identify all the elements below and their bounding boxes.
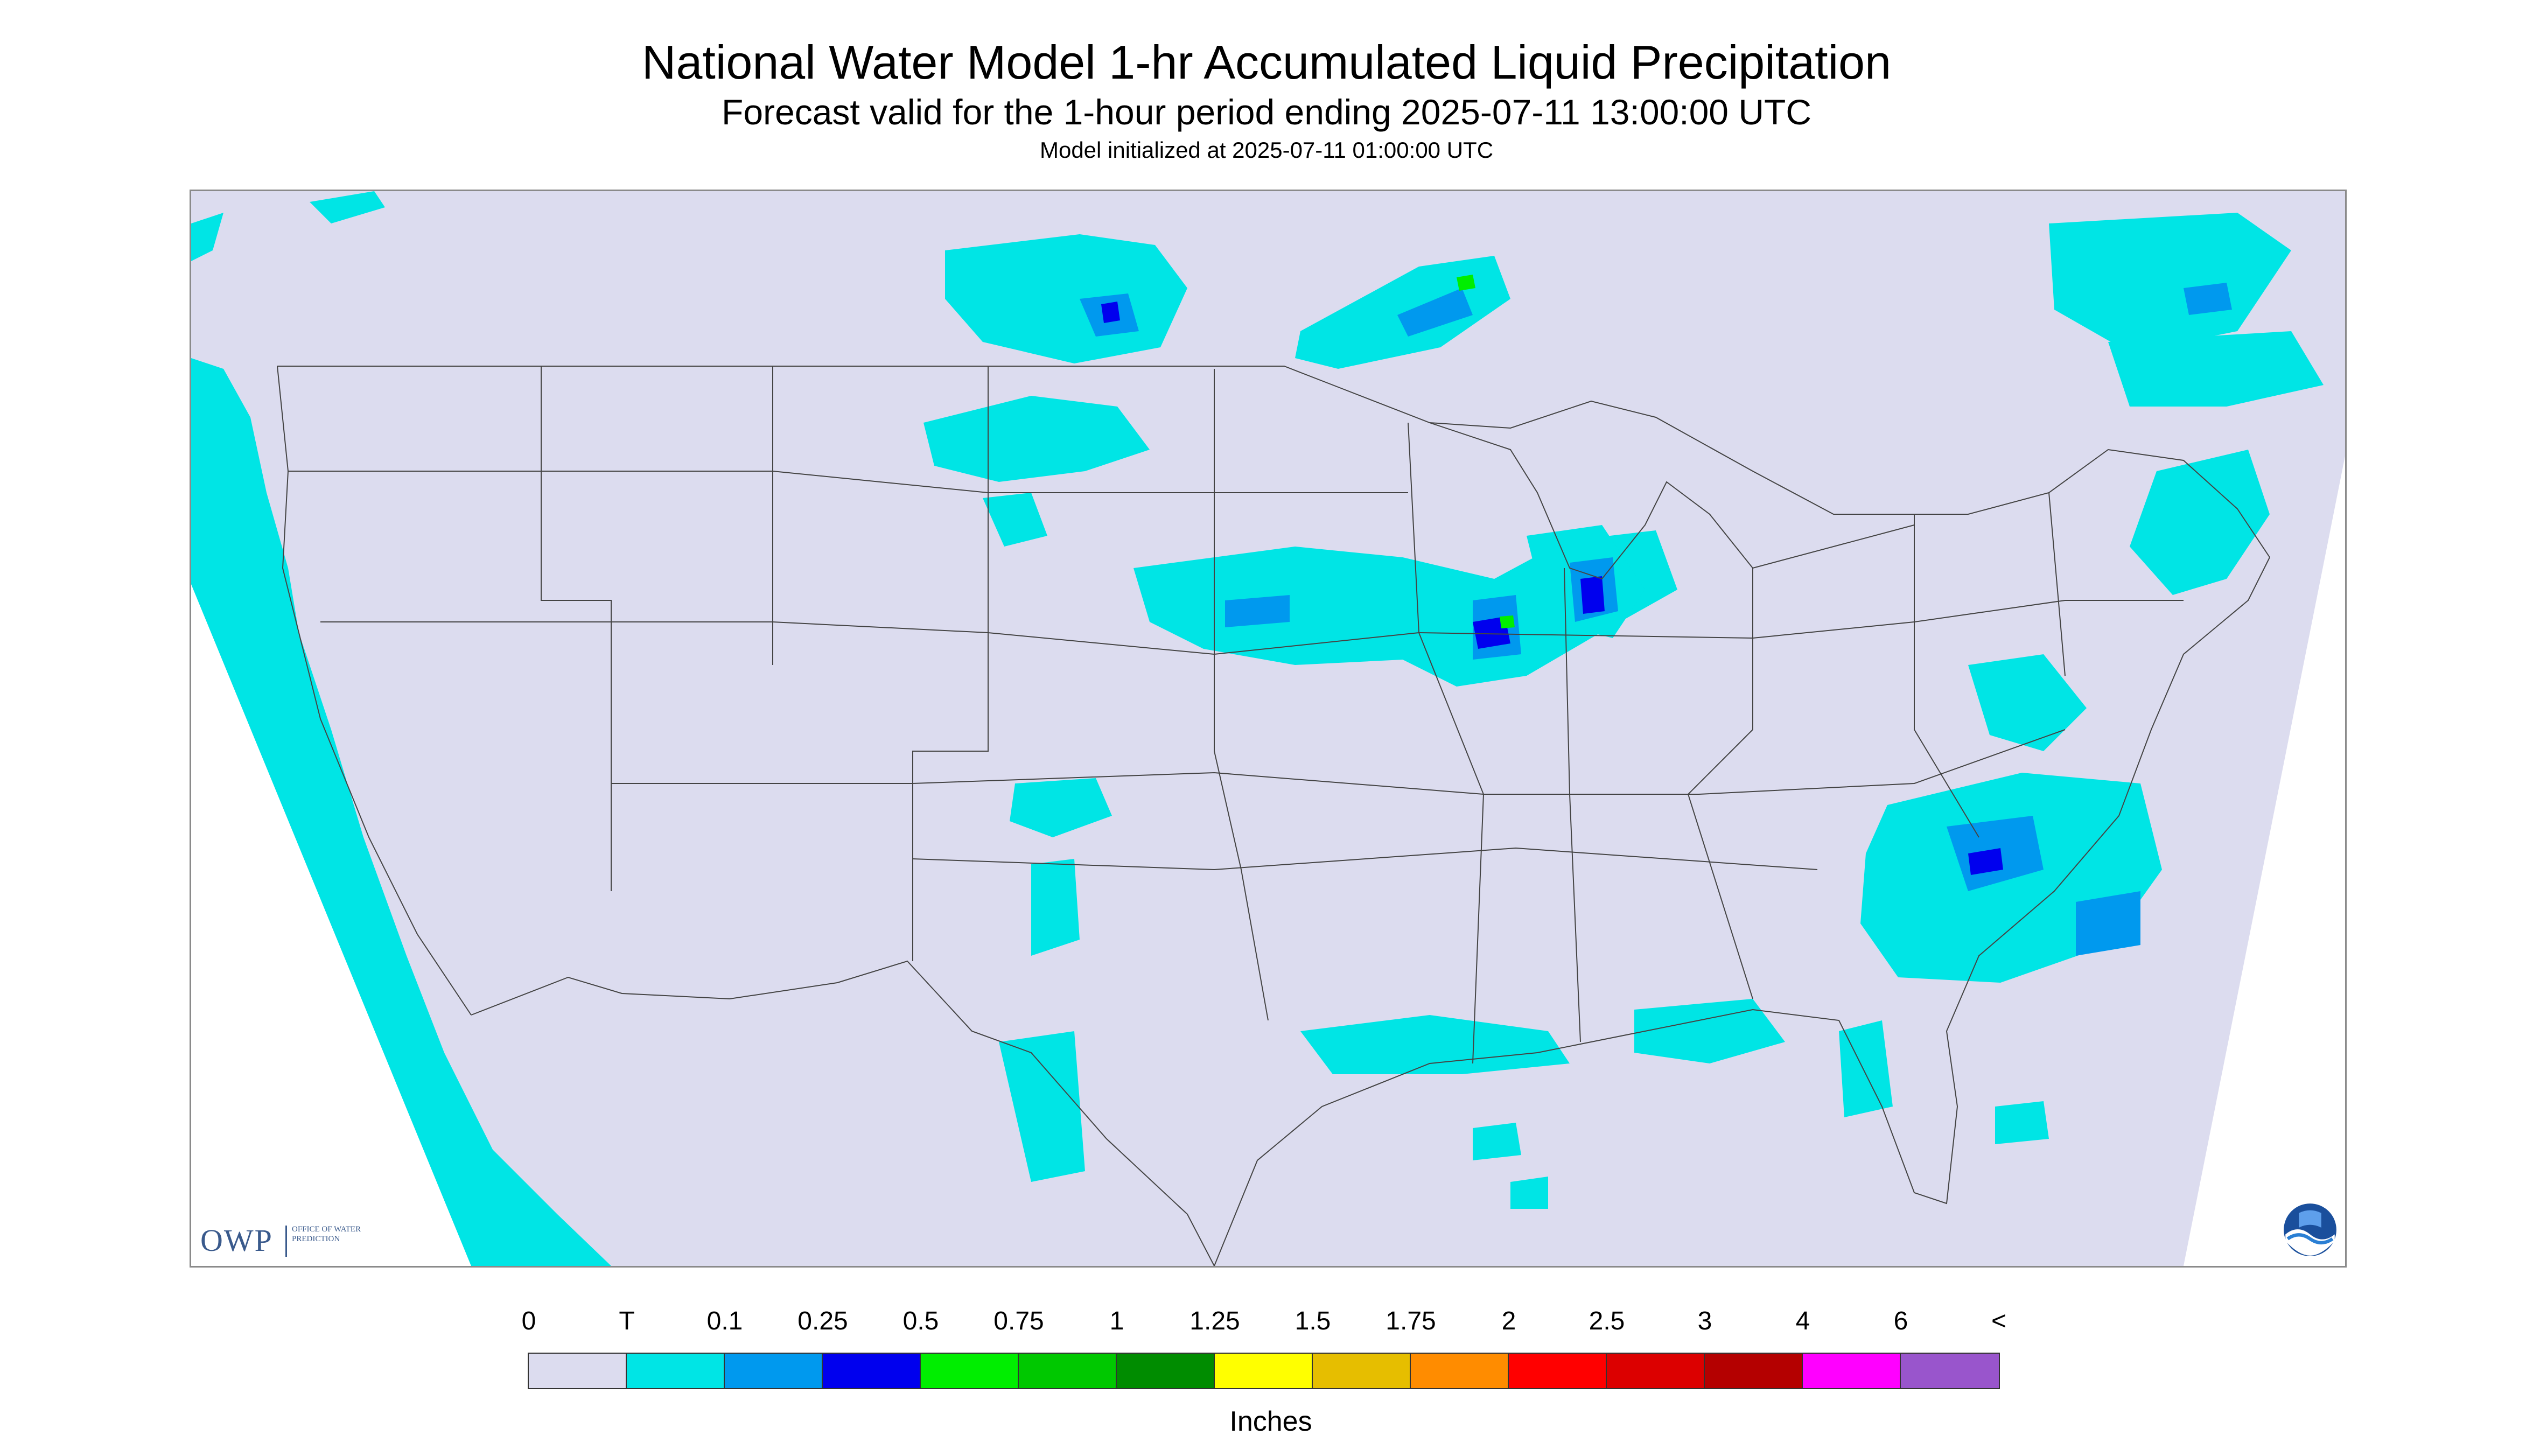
legend-swatch (1509, 1354, 1607, 1388)
legend-label: 2 (1501, 1307, 1516, 1335)
legend-swatch (1901, 1354, 1999, 1388)
legend-label: 2.5 (1589, 1307, 1625, 1335)
map-subtitle: Forecast valid for the 1-hour period end… (722, 92, 1811, 132)
legend-swatch (1705, 1354, 1803, 1388)
legend-label: 3 (1697, 1307, 1712, 1335)
legend-label: 1 (1109, 1307, 1124, 1335)
legend-label: T (619, 1307, 635, 1335)
legend-colorbar (528, 1353, 2000, 1389)
political-borders (277, 366, 2270, 1266)
legend-units: Inches (1229, 1406, 1312, 1437)
legend-swatch (1313, 1354, 1411, 1388)
legend-label: 0.1 (706, 1307, 743, 1335)
legend-label: 1.5 (1295, 1307, 1331, 1335)
owp-logo-mark: OWP (200, 1223, 273, 1258)
owp-logo-text: Office of Water Prediction (292, 1225, 361, 1243)
legend-swatch (921, 1354, 1019, 1388)
legend-swatch (1607, 1354, 1705, 1388)
legend-label: 1.25 (1189, 1307, 1240, 1335)
precip-trace-areas (191, 191, 2324, 1266)
legend-label: 0.75 (993, 1307, 1044, 1335)
legend-swatch (627, 1354, 725, 1388)
legend-label: 6 (1893, 1307, 1908, 1335)
legend-labels: 0 T 0.1 0.25 0.5 0.75 1 1.25 1.5 1.75 2 2.5 3 4 6 < (522, 1292, 2014, 1335)
precip-legend: 0 T 0.1 0.25 0.5 0.75 1 1.25 1.5 1.75 2 2.5 3 4 6 < Inc… (522, 1292, 2014, 1443)
noaa-logo-icon (2283, 1202, 2338, 1257)
legend-swatch (1019, 1354, 1117, 1388)
legend-label: 0 (521, 1307, 536, 1335)
map-domain (191, 191, 2345, 1266)
legend-label: 1.75 (1386, 1307, 1436, 1335)
legend-label: 4 (1795, 1307, 1810, 1335)
legend-label: < (1991, 1307, 2007, 1335)
map-title: National Water Model 1-hr Accumulated Li… (641, 36, 1892, 89)
owp-logo-separator (285, 1226, 287, 1257)
legend-swatch (1117, 1354, 1215, 1388)
precip-heavy-areas (1457, 275, 1515, 628)
legend-swatch (1411, 1354, 1509, 1388)
model-init-time: Model initialized at 2025-07-11 01:00:00… (1039, 137, 1494, 163)
legend-swatch (725, 1354, 823, 1388)
owp-logo: OWP Office of Water Prediction (200, 1218, 378, 1261)
legend-label: 0.5 (902, 1307, 939, 1335)
precip-moderate-areas (1101, 302, 2003, 875)
legend-label: 0.25 (797, 1307, 848, 1335)
precipitation-map (190, 190, 2347, 1268)
map-canvas (191, 191, 2345, 1266)
legend-swatch (1803, 1354, 1901, 1388)
legend-swatch (1215, 1354, 1313, 1388)
legend-swatch (823, 1354, 921, 1388)
legend-swatch (529, 1354, 627, 1388)
